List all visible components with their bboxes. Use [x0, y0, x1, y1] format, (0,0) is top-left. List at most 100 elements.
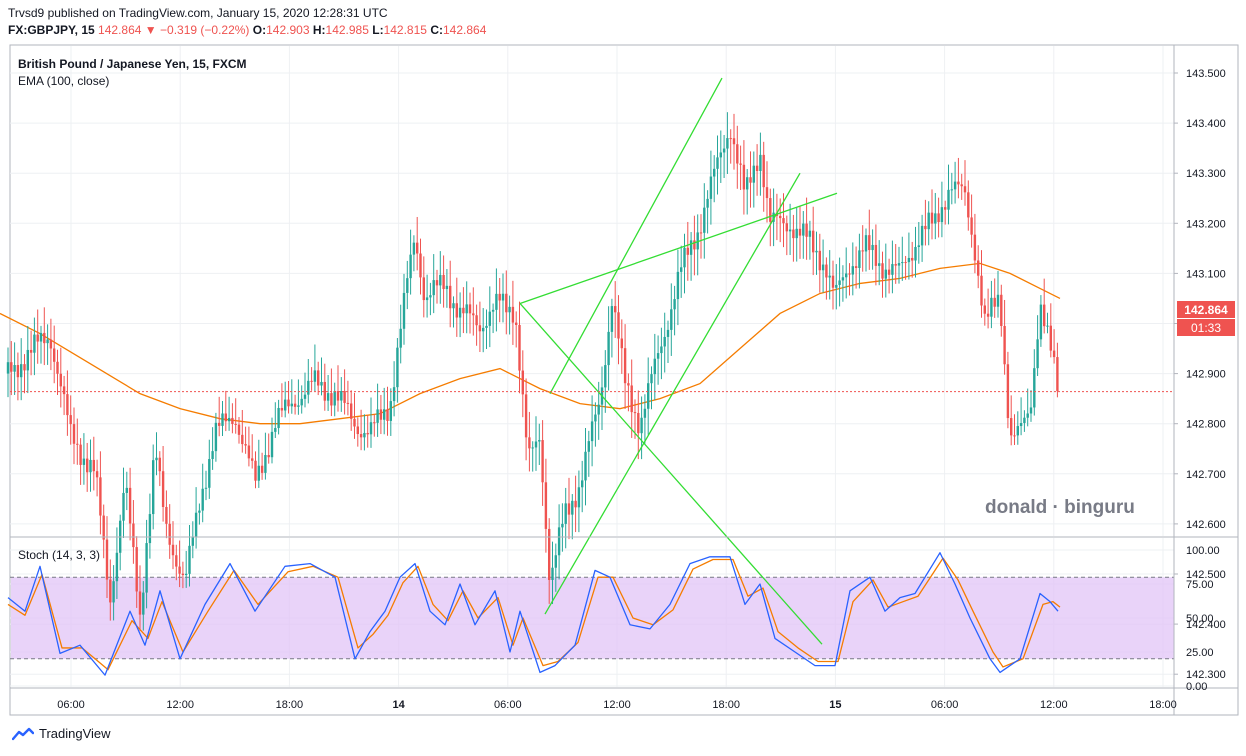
candle-body	[656, 353, 660, 359]
candle-body	[891, 264, 894, 275]
candle-body	[719, 152, 722, 158]
price-tick-label: 142.700	[1186, 469, 1226, 481]
price-tick-label: 143.500	[1186, 68, 1226, 80]
candle-body	[10, 362, 13, 372]
candle-body	[472, 313, 475, 316]
candle-body	[854, 266, 858, 269]
candle-body	[749, 177, 752, 183]
time-tick-label: 18:00	[276, 699, 304, 711]
time-tick-label: 18:00	[712, 699, 740, 711]
price-tick-label: 142.900	[1186, 369, 1226, 381]
candle-body	[567, 503, 571, 515]
candle-body	[544, 482, 548, 529]
candle-body	[845, 273, 848, 278]
candle-body	[152, 460, 155, 515]
high-label: H:	[312, 23, 326, 37]
stoch-d-line	[7, 557, 1061, 671]
candle-body	[241, 434, 244, 445]
candle-body	[881, 263, 884, 279]
candle-body	[191, 536, 194, 546]
price-axis[interactable]: 143.500143.400143.300143.200143.100143.0…	[1174, 68, 1226, 681]
candle-body	[158, 457, 161, 472]
stoch-tick-label: 25.00	[1186, 647, 1214, 659]
candle-body	[742, 164, 746, 190]
candle-body	[607, 331, 610, 366]
candle-body	[356, 426, 359, 435]
candle-body	[706, 198, 709, 208]
candle-body	[478, 325, 482, 332]
candle-body	[917, 245, 920, 247]
candle-body	[673, 299, 676, 310]
candle-body	[825, 264, 828, 278]
candle-body	[442, 274, 445, 290]
candle-body	[89, 459, 92, 473]
candle-body	[1019, 423, 1023, 427]
candle-body	[587, 441, 590, 452]
time-tick-label: 12:00	[166, 699, 194, 711]
trendlines[interactable]	[519, 77, 838, 645]
candle-body	[142, 592, 145, 615]
candle-body	[465, 304, 468, 314]
tradingview-logo-icon	[12, 727, 34, 740]
candle-body	[604, 365, 607, 388]
candle-body	[406, 278, 409, 293]
arrow-down-icon: ▼	[144, 23, 157, 37]
high-value: 142.985	[325, 23, 369, 37]
candle-body	[409, 254, 412, 279]
price-tick-label: 143.200	[1186, 218, 1226, 230]
ohlc-info: FX:GBPJPY, 15 142.864 ▼ −0.319 (−0.22%) …	[8, 23, 486, 37]
candle-body	[320, 381, 323, 386]
candle-body	[1026, 413, 1029, 418]
candle-body	[1023, 417, 1026, 424]
candle-body	[953, 181, 957, 190]
candle-body	[274, 428, 277, 432]
candle-body	[231, 417, 234, 424]
candle-body	[333, 391, 336, 406]
candle-body	[346, 402, 350, 404]
candle-body	[383, 409, 386, 420]
candle-body	[630, 385, 633, 413]
candle-body	[564, 503, 567, 524]
candle-body	[293, 403, 297, 407]
trendline	[544, 172, 801, 615]
candle-body	[934, 213, 937, 224]
stoch-tick-label: 0.00	[1186, 681, 1207, 693]
price-legend-title: British Pound / Japanese Yen, 15, FXCM	[18, 57, 247, 71]
footer[interactable]: TradingView	[12, 726, 111, 741]
candle-body	[161, 471, 165, 507]
time-tick-label: 18:00	[1149, 699, 1177, 711]
candle-body	[495, 293, 498, 310]
candle-body	[1046, 325, 1049, 327]
candle-body	[511, 306, 515, 323]
candle-body	[33, 334, 36, 353]
symbol-name[interactable]: FX:GBPJPY, 15	[8, 23, 95, 37]
time-axis[interactable]: 06:00 12:00 18:00 14 06:00 12:00 18:00 15 06:00 1…	[57, 699, 1177, 711]
candle-body	[458, 307, 462, 318]
candle-body	[168, 523, 171, 545]
price-grid	[10, 46, 1174, 675]
candle-body	[940, 207, 944, 223]
candle-body	[541, 440, 544, 483]
candle-body	[574, 500, 577, 508]
candle-body	[614, 306, 617, 313]
candle-body	[1013, 435, 1016, 437]
candle-body	[736, 144, 739, 164]
stoch-axis[interactable]: 100.00 75.00 50.00 25.00 0.00	[1186, 545, 1220, 693]
candle-body	[56, 361, 59, 374]
candle-body	[435, 280, 439, 286]
stoch-legend: Stoch (14, 3, 3)	[18, 548, 100, 562]
candle-body	[155, 457, 158, 461]
candle-body	[1049, 325, 1052, 351]
candle-body	[887, 269, 891, 275]
candle-body	[680, 267, 683, 272]
candle-body	[59, 373, 62, 387]
candle-body	[907, 257, 911, 263]
candle-body	[1043, 304, 1046, 327]
candle-body	[449, 285, 452, 309]
candle-body	[201, 488, 204, 511]
chart-frame	[9, 44, 1239, 716]
candle-body	[165, 506, 168, 524]
candle-body	[950, 189, 953, 191]
candle-body	[488, 311, 491, 326]
